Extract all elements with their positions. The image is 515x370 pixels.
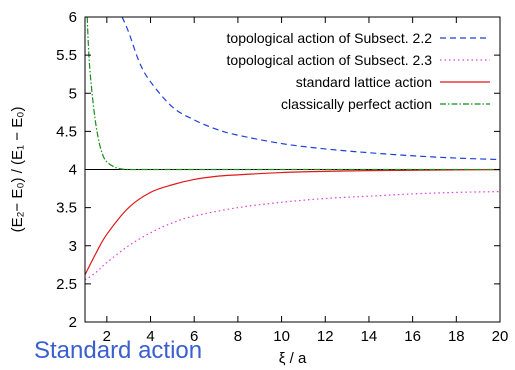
- x-axis-label: ξ / a: [279, 350, 307, 367]
- y-tick-label: 4.5: [56, 123, 77, 140]
- series-line-3: [85, 169, 500, 276]
- series-line-2: [85, 191, 500, 281]
- x-tick-label: 12: [317, 328, 334, 345]
- y-tick-label: 2.5: [56, 276, 77, 293]
- legend: topological action of Subsect. 2.2 topolo…: [227, 30, 490, 112]
- y-tick-label: 4: [69, 162, 77, 179]
- x-tick-label: 10: [273, 328, 290, 345]
- legend-label: classically perfect action: [281, 96, 432, 112]
- slide-title: Standard action: [34, 337, 203, 364]
- legend-label: topological action of Subsect. 2.2: [227, 30, 433, 46]
- x-tick-label: 8: [234, 328, 242, 345]
- x-tick-label: 14: [361, 328, 378, 345]
- series-line-4: [86, 17, 500, 171]
- y-tick-label: 5: [69, 85, 77, 102]
- y-tick-label: 6: [69, 9, 77, 26]
- x-tick-label: 6: [190, 328, 198, 345]
- legend-label: standard lattice action: [296, 74, 432, 90]
- y-tick-label: 2: [69, 314, 77, 331]
- y-axis-label: (E₂− E₀) / (E₁ − E₀): [9, 107, 26, 233]
- y-tick-label: 5.5: [56, 47, 77, 64]
- y-tick-label: 3.5: [56, 200, 77, 217]
- x-tick-label: 2: [103, 328, 111, 345]
- y-tick-label: 3: [69, 238, 77, 255]
- x-tick-label: 18: [448, 328, 465, 345]
- legend-label: topological action of Subsect. 2.3: [227, 52, 433, 68]
- x-tick-label: 16: [404, 328, 421, 345]
- series-line-1: [121, 17, 500, 161]
- x-tick-label: 20: [492, 328, 509, 345]
- x-tick-label: 4: [146, 328, 154, 345]
